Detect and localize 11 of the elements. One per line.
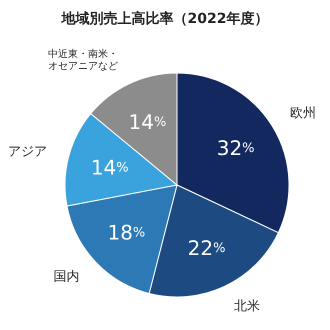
data-label: 18% [107,220,146,245]
slice-label: 欧州 [290,106,316,121]
data-label: 14% [128,110,166,134]
data-label: 22% [188,236,226,260]
chart-title: 地域別売上高比率（2022年度） [60,10,270,28]
slice-label: 北米 [234,298,260,314]
slice-label: アジア [8,144,48,160]
slice-label: 中近東・南米・オセアニアなど [48,48,118,72]
slice-label: 国内 [53,269,80,284]
data-label: 32% [216,136,255,160]
data-label: 14% [90,156,129,180]
